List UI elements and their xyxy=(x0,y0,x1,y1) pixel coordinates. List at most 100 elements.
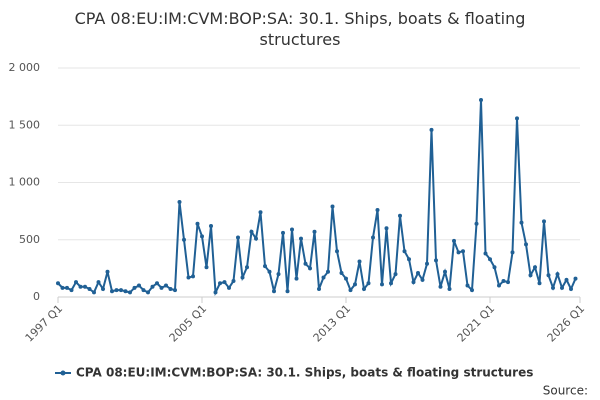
data-point xyxy=(362,286,366,291)
data-point xyxy=(542,219,546,224)
data-point xyxy=(371,235,375,240)
data-point xyxy=(416,270,420,275)
data-point xyxy=(249,229,254,234)
data-point xyxy=(182,237,186,242)
data-point xyxy=(299,236,303,241)
data-point xyxy=(65,285,69,290)
data-point xyxy=(218,281,222,286)
data-point xyxy=(344,276,348,281)
data-point xyxy=(285,289,290,294)
data-point xyxy=(564,277,569,282)
data-point xyxy=(528,273,533,278)
data-point xyxy=(254,236,258,241)
data-point xyxy=(308,266,312,271)
data-point xyxy=(240,275,245,280)
data-point xyxy=(447,286,452,291)
data-point xyxy=(420,277,425,282)
data-point xyxy=(128,290,132,295)
data-point xyxy=(456,250,461,255)
source: Source: xyxy=(543,384,588,398)
data-point xyxy=(105,269,110,274)
y-tick-label: 1 500 xyxy=(9,118,41,131)
data-point xyxy=(132,285,137,290)
data-point xyxy=(380,282,384,287)
data-point xyxy=(119,288,123,293)
data-point xyxy=(231,278,236,283)
data-point xyxy=(141,288,146,293)
data-point xyxy=(357,259,362,264)
data-point xyxy=(258,210,263,215)
data-point xyxy=(326,269,330,274)
data-point xyxy=(515,116,519,121)
data-point xyxy=(263,264,267,269)
data-point xyxy=(533,265,537,270)
data-point xyxy=(276,272,281,277)
data-point xyxy=(123,289,128,294)
y-tick-label: 1 000 xyxy=(9,176,41,189)
data-point xyxy=(159,285,164,290)
data-point xyxy=(56,281,60,286)
data-point xyxy=(402,249,407,254)
data-point xyxy=(492,265,497,270)
data-point xyxy=(330,204,335,209)
data-point xyxy=(560,285,564,290)
data-point xyxy=(524,242,528,247)
series-line xyxy=(57,100,577,297)
data-point xyxy=(69,288,74,293)
legend-label: CPA 08:EU:IM:CVM:BOP:SA: 30.1. Ships, bo… xyxy=(76,366,533,380)
data-point xyxy=(443,269,447,274)
data-point xyxy=(353,282,357,287)
data-point xyxy=(150,284,155,289)
data-point xyxy=(555,272,560,277)
x-tick-label: 2026 Q1 xyxy=(545,302,588,345)
data-point xyxy=(209,224,213,229)
data-point xyxy=(461,249,465,254)
data-point xyxy=(483,251,488,256)
data-point xyxy=(393,272,398,277)
data-point xyxy=(488,257,492,262)
x-tick-label: 2005 Q1 xyxy=(167,302,210,345)
data-point xyxy=(191,274,195,279)
data-point xyxy=(479,98,483,103)
data-point xyxy=(317,286,321,291)
chart-title: CPA 08:EU:IM:CVM:BOP:SA: 30.1. Ships, bo… xyxy=(74,9,526,49)
data-point xyxy=(204,265,209,270)
legend-marker xyxy=(60,370,66,376)
data-point xyxy=(213,290,218,295)
data-point xyxy=(303,261,308,266)
data-point xyxy=(60,285,65,290)
data-point xyxy=(87,286,92,291)
data-point xyxy=(411,280,416,285)
data-point xyxy=(551,285,555,290)
data-point xyxy=(96,280,101,285)
x-tick-label: 1997 Q1 xyxy=(23,302,66,345)
data-point xyxy=(389,281,393,286)
data-point xyxy=(438,284,443,289)
data-point xyxy=(222,280,227,285)
data-point xyxy=(290,227,294,232)
data-point xyxy=(155,281,159,286)
data-point xyxy=(375,207,380,212)
data-point xyxy=(195,221,200,226)
data-point xyxy=(470,288,474,293)
data-point xyxy=(465,283,470,288)
data-point xyxy=(272,289,276,294)
data-point xyxy=(519,220,524,225)
data-point xyxy=(83,284,87,289)
data-point xyxy=(546,273,551,278)
data-point xyxy=(168,286,173,291)
data-point xyxy=(173,288,177,293)
data-point xyxy=(200,234,204,239)
data-point xyxy=(366,281,371,286)
data-point xyxy=(227,285,231,290)
x-tick-label: 2013 Q1 xyxy=(311,302,354,345)
data-point xyxy=(186,275,191,280)
data-point xyxy=(425,261,429,266)
data-point xyxy=(510,250,515,255)
data-point xyxy=(321,275,326,280)
data-point xyxy=(74,280,78,285)
data-point xyxy=(110,289,114,294)
data-point xyxy=(429,127,434,132)
